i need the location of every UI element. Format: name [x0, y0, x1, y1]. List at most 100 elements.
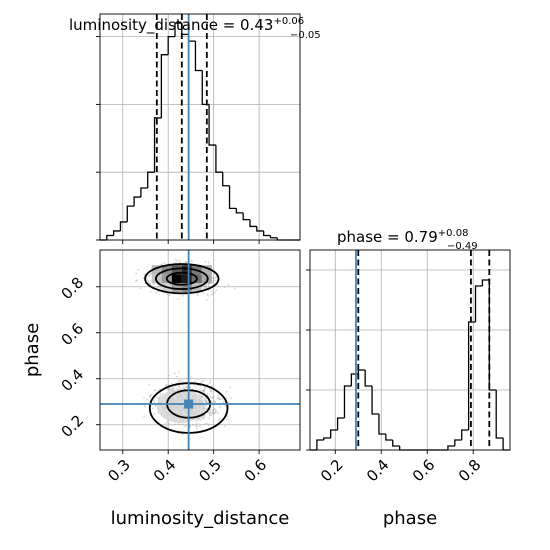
- d2-density-cell-8: [171, 274, 182, 284]
- d2-sample-point: [177, 385, 180, 388]
- d2-sample-point: [185, 424, 188, 427]
- luminosity-distance-histogram-ticks: [96, 36, 260, 244]
- d2-sample-point: [170, 382, 173, 385]
- d2-sample-point: [178, 423, 180, 426]
- d2-density-cell-6: [151, 274, 162, 284]
- d2-sample-point: [222, 401, 225, 404]
- d2-sample-point: [150, 394, 152, 397]
- d2-sample-point: [156, 286, 159, 289]
- d2-sample-point: [148, 394, 151, 397]
- d2-sample-point: [142, 277, 145, 279]
- d2-sample-point: [209, 389, 212, 392]
- d2-sample-point: [174, 258, 177, 261]
- d2-sample-point: [205, 400, 208, 403]
- phase-title-minus: −0.49: [447, 241, 478, 252]
- ld-hist-bin-5: [133, 196, 141, 207]
- ld-xtick-label-2: 0.5: [195, 456, 225, 486]
- d2-sample-point: [211, 390, 214, 393]
- d2-density-cell-11: [201, 274, 212, 284]
- d2-sample-point: [213, 279, 216, 282]
- d2-sample-point: [192, 423, 194, 426]
- d2-sample-point: [172, 387, 175, 390]
- phase-title-plus: +0.08: [438, 228, 469, 239]
- d2-sample-point: [149, 282, 152, 285]
- ld-hist-bin-4: [126, 205, 135, 222]
- d2-sample-point: [205, 407, 208, 410]
- phase-hist-xtick-label-3: 0.8: [455, 456, 485, 486]
- ld-hist-bin-19: [228, 185, 237, 210]
- d2-sample-point: [211, 293, 214, 295]
- d2-sample-point: [171, 388, 174, 391]
- d2-sample-point: [143, 273, 146, 275]
- d2-sample-point: [221, 398, 224, 401]
- phase-histogram-ticks: 0.2 0.4 0.6 0.8: [306, 269, 485, 486]
- d2-density-cell-2: [171, 265, 182, 275]
- d2-sample-point: [200, 380, 203, 383]
- d2-sample-point: [205, 299, 208, 301]
- d2-sample-point: [207, 411, 210, 414]
- ld-vs-phase-truth-lines: [100, 250, 300, 450]
- d2-sample-point: [204, 400, 207, 403]
- d2-contour-upper-2: [165, 271, 198, 286]
- d2-sample-point: [225, 390, 228, 393]
- d2-sample-point: [218, 417, 221, 420]
- d2-sample-point: [159, 287, 162, 290]
- d2-sample-point: [204, 260, 207, 263]
- d2-sample-point: [147, 279, 149, 282]
- phase-title-main: phase = 0.79: [337, 228, 438, 246]
- d2-sample-point: [163, 262, 166, 264]
- d2-sample-point: [212, 409, 214, 412]
- d2-sample-point: [184, 261, 187, 264]
- ph-hist-bin-24: [474, 285, 483, 322]
- d2-sample-point: [208, 411, 211, 413]
- d2-sample-point: [202, 390, 204, 392]
- d2-sample-point: [139, 287, 142, 290]
- d2-sample-point: [213, 408, 215, 411]
- ph-hist-bin-1: [316, 439, 324, 450]
- d2-sample-point: [213, 400, 216, 403]
- d2-sample-point: [154, 404, 157, 407]
- ld-xtick-label-1: 0.4: [150, 456, 180, 486]
- d2-sample-point: [226, 415, 229, 418]
- d2-sample-point: [204, 422, 207, 425]
- luminosity-distance-title: luminosity_distance = 0.43+0.06: [69, 16, 304, 35]
- d2-sample-point: [173, 372, 176, 375]
- ld-hist-bin-8: [153, 117, 162, 173]
- d2-sample-point: [206, 392, 209, 395]
- d2-sample-point: [168, 388, 170, 390]
- d2-sample-point: [225, 397, 228, 400]
- d2-density-cell-14: [181, 283, 192, 293]
- ph-hist-bin-21: [454, 439, 462, 446]
- d2-sample-point: [223, 425, 226, 428]
- d2-sample-point: [181, 387, 184, 389]
- d2-sample-point: [196, 292, 199, 295]
- phase-histogram-grid: [310, 250, 510, 451]
- x-axis-title-luminosity-distance: luminosity_distance: [111, 508, 290, 529]
- d2-sample-point: [195, 428, 198, 431]
- ph-hist-bin-7: [357, 369, 366, 374]
- d2-sample-point: [194, 380, 197, 383]
- d2-sample-point: [210, 414, 213, 417]
- d2-sample-point: [150, 393, 153, 396]
- d2-sample-point: [164, 384, 167, 387]
- d2-sample-point: [153, 389, 156, 392]
- d2-sample-point: [211, 280, 214, 282]
- phase-histogram-steps: [310, 279, 510, 451]
- d2-sample-point: [197, 384, 200, 387]
- d2-sample-point: [211, 396, 214, 399]
- d2-sample-point: [168, 388, 171, 391]
- phase-quantile-lines: [357, 250, 491, 450]
- phase-ytick-label-0: 0.2: [58, 411, 88, 441]
- d2-sample-point: [177, 380, 180, 383]
- d2-density-cell-5: [201, 265, 212, 275]
- d2-density-lower-core: [156, 389, 205, 424]
- ph-hist-bin-8: [364, 370, 373, 387]
- d2-sample-point: [143, 415, 146, 418]
- d2-sample-point: [179, 379, 181, 382]
- d2-sample-point: [205, 401, 207, 403]
- d2-sample-point: [205, 284, 208, 287]
- d2-sample-point: [169, 389, 172, 391]
- d2-sample-point: [209, 412, 212, 414]
- d2-sample-point: [168, 422, 170, 425]
- ld-hist-bin-3: [119, 221, 128, 231]
